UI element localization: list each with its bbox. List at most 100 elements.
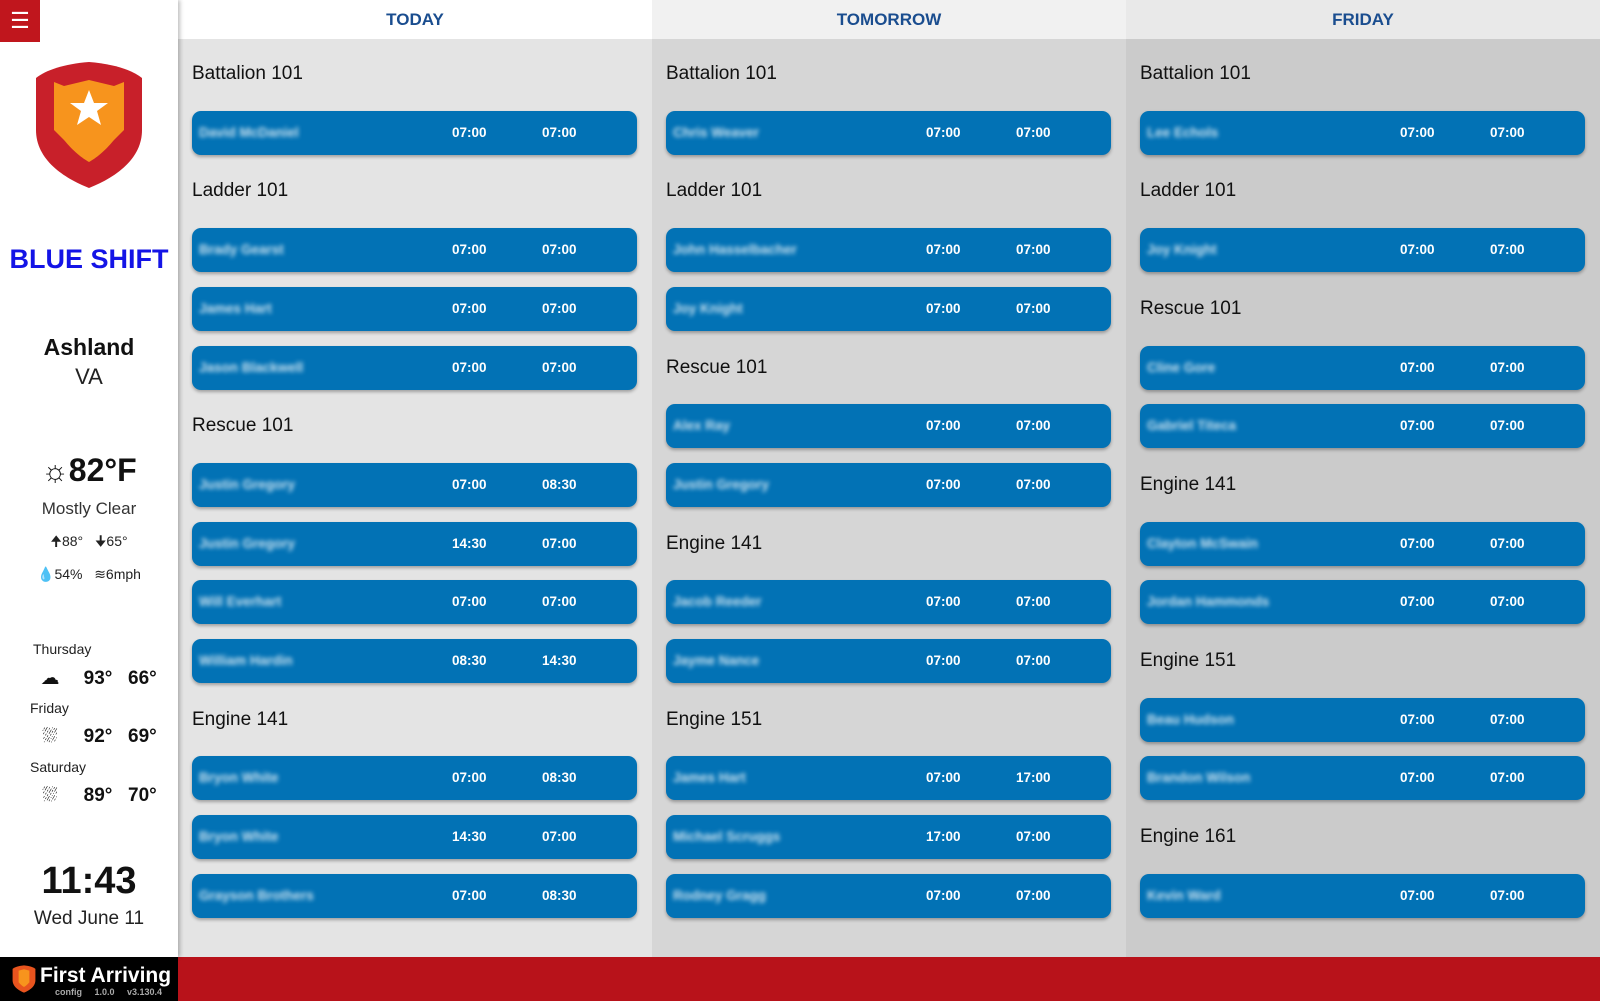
unit-title: Ladder 101: [192, 180, 289, 202]
unit-title: Engine 141: [666, 532, 763, 554]
start-time: 07:00: [1400, 535, 1435, 551]
start-time: 07:00: [1400, 770, 1435, 786]
shift-row[interactable]: David McDaniel 07:00 07:00: [192, 110, 637, 155]
shift-row[interactable]: Alex Ray 07:00 07:00: [666, 404, 1111, 449]
shift-row[interactable]: Joy Knight 07:00 07:00: [666, 286, 1111, 331]
member-name: Jordan Hammonds: [1147, 594, 1270, 610]
shift-row[interactable]: Chris Weaver 07:00 07:00: [666, 110, 1111, 155]
member-name: Chris Weaver: [673, 124, 760, 140]
shift-row[interactable]: William Hardin 08:30 14:30: [192, 639, 637, 683]
shift-row[interactable]: Michael Scruggs 17:00 07:00: [666, 815, 1111, 860]
unit-title: Battalion 101: [666, 63, 777, 84]
wind-icon: ≋: [94, 566, 106, 582]
shift-row[interactable]: Jason Blackwell 07:00 07:00: [192, 345, 637, 390]
shift-row[interactable]: Justin Gregory 14:30 07:00: [192, 521, 637, 566]
end-time: 07:00: [1490, 124, 1525, 140]
end-time: 07:00: [1490, 359, 1525, 375]
shift-row[interactable]: James Hart 07:00 17:00: [666, 756, 1111, 801]
unit-title: Engine 161: [1140, 826, 1237, 848]
end-time: 07:00: [1490, 594, 1525, 610]
shift-row[interactable]: Joy Knight 07:00 07:00: [1140, 228, 1585, 273]
end-time: 07:00: [1490, 242, 1525, 258]
start-time: 07:00: [452, 124, 487, 140]
shift-row[interactable]: Rodney Gragg 07:00 07:00: [666, 873, 1111, 918]
shift-row[interactable]: Cline Gore 07:00 07:00: [1140, 345, 1585, 390]
rain-icon: ⛆: [42, 785, 58, 806]
member-name: David McDaniel: [199, 124, 299, 140]
droplet-icon: 💧: [37, 566, 55, 582]
end-time: 07:00: [1016, 887, 1051, 903]
shield-logo-icon: [36, 62, 142, 188]
day-column: TODAY Battalion 101 David McDaniel 07:00 07:…: [178, 0, 652, 957]
weather-condition: Mostly Clear: [41, 499, 137, 518]
end-time: 07:00: [1016, 418, 1051, 434]
shift-row[interactable]: Justin Gregory 07:00 07:00: [666, 462, 1111, 507]
start-time: 07:00: [926, 124, 961, 140]
start-time: 07:00: [1400, 242, 1435, 258]
member-name: Rodney Gragg: [673, 887, 767, 903]
start-time: 07:00: [452, 476, 487, 492]
shift-row[interactable]: John Hasselbacher 07:00 07:00: [666, 228, 1111, 273]
shift-row[interactable]: Will Everhart 07:00 07:00: [192, 580, 637, 625]
member-name: James Hart: [199, 300, 272, 316]
shift-row[interactable]: Bryon White 14:30 07:00: [192, 815, 637, 860]
shift-row[interactable]: Brady Gearst 07:00 07:00: [192, 228, 637, 273]
shift-row[interactable]: Gabriel Titeca 07:00 07:00: [1140, 404, 1585, 449]
shift-row[interactable]: Clayton McSwain 07:00 07:00: [1140, 521, 1585, 566]
end-time: 07:00: [542, 829, 577, 845]
shield-logo-icon: [12, 965, 36, 993]
humidity-wind: 💧54% ≋6mph: [37, 566, 141, 582]
shift-row[interactable]: Justin Gregory 07:00 08:30: [192, 462, 637, 507]
end-time: 07:00: [1016, 829, 1051, 845]
end-time: 07:00: [1016, 242, 1051, 258]
shift-row[interactable]: Lee Echols 07:00 07:00: [1140, 110, 1585, 155]
start-time: 07:00: [926, 594, 961, 610]
menu-button[interactable]: ☰: [0, 0, 40, 42]
shift-row[interactable]: Bryon White 07:00 08:30: [192, 756, 637, 801]
member-name: Michael Scruggs: [673, 829, 781, 845]
forecast-row: ☁ 93° 66°: [32, 667, 157, 690]
rain-icon: ⛆: [42, 726, 58, 747]
start-time: 07:00: [1400, 124, 1435, 140]
day-column: TOMORROW Battalion 101 Chris Weaver 07:00 07…: [652, 0, 1126, 957]
version: config 1.0.0 v3.130.4: [55, 987, 163, 997]
end-time: 07:00: [542, 535, 577, 551]
member-name: Cline Gore: [1147, 359, 1216, 375]
state: VA: [75, 364, 103, 389]
end-time: 07:00: [1490, 418, 1525, 434]
shift-row[interactable]: James Hart 07:00 07:00: [192, 286, 637, 331]
shift-row[interactable]: Kevin Ward 07:00 07:00: [1140, 873, 1585, 918]
start-time: 07:00: [926, 887, 961, 903]
unit-title: Engine 141: [1140, 473, 1237, 495]
member-name: Grayson Brothers: [199, 887, 314, 903]
brand-name: First Arriving: [40, 964, 172, 987]
end-time: 07:00: [542, 124, 577, 140]
shift-row[interactable]: Jacob Reeder 07:00 07:00: [666, 580, 1111, 625]
member-name: Kevin Ward: [1147, 887, 1221, 903]
end-time: 07:00: [1490, 770, 1525, 786]
shift-name: BLUE SHIFT: [9, 244, 169, 274]
shift-row[interactable]: Jordan Hammonds 07:00 07:00: [1140, 580, 1585, 625]
end-time: 17:00: [1016, 770, 1051, 786]
end-time: 07:00: [1016, 594, 1051, 610]
forecast-row: ⛆ 92° 69°: [32, 726, 156, 748]
unit-title: Engine 151: [666, 708, 763, 730]
date: Wed June 11: [33, 908, 145, 929]
unit-title: Rescue 101: [666, 356, 768, 378]
shift-row[interactable]: Jayme Nance 07:00 07:00: [666, 639, 1111, 683]
end-time: 07:00: [542, 300, 577, 316]
day-header: FRIDAY: [1126, 0, 1600, 39]
member-name: Justin Gregory: [673, 476, 770, 492]
member-name: Justin Gregory: [199, 535, 296, 551]
end-time: 07:00: [1016, 124, 1051, 140]
start-time: 07:00: [1400, 594, 1435, 610]
shift-row[interactable]: Brandon Wilson 07:00 07:00: [1140, 756, 1585, 801]
start-time: 07:00: [452, 242, 487, 258]
cloud-sun-icon: ☁: [40, 668, 60, 689]
member-name: John Hasselbacher: [673, 242, 797, 258]
start-time: 07:00: [1400, 887, 1435, 903]
member-name: Clayton McSwain: [1147, 535, 1259, 551]
shift-row[interactable]: Grayson Brothers 07:00 08:30: [192, 873, 637, 918]
shift-row[interactable]: Beau Hudson 07:00 07:00: [1140, 697, 1585, 742]
end-time: 07:00: [1016, 653, 1051, 668]
